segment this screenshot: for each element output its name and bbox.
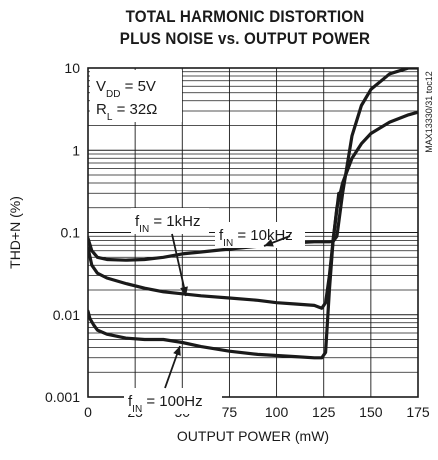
series-labels: fIN = 10kHz fIN = 1kHz fIN = 100Hz xyxy=(124,208,305,415)
leader-arrowhead xyxy=(173,346,181,356)
y-tick-label: 10 xyxy=(64,60,80,76)
x-tick-label: 175 xyxy=(406,404,430,420)
leader-arrowhead xyxy=(264,239,274,247)
x-tick-label: 125 xyxy=(312,404,336,420)
series-label-bg xyxy=(124,388,222,414)
series-line-2 xyxy=(88,191,341,360)
x-tick-label: 150 xyxy=(359,404,383,420)
x-axis-label: OUTPUT POWER (mW) xyxy=(177,428,329,444)
chart-title-line-2: PLUS NOISE vs. OUTPUT POWER xyxy=(119,30,371,48)
series-label-0: fIN = 10kHz xyxy=(215,222,305,249)
y-axis-ticks: 0.001 0.01 0.1 1 10 xyxy=(45,60,80,405)
y-tick-label: 1 xyxy=(72,142,80,158)
y-axis-label: THD+N (%) xyxy=(7,196,23,269)
series-label-text: fIN = 100Hz xyxy=(128,393,203,415)
x-tick-label: 75 xyxy=(222,404,238,420)
conditions-box-bg xyxy=(90,70,182,122)
series-label-bg xyxy=(215,222,305,248)
condition-rl: RL = 32Ω xyxy=(96,101,157,123)
part-number-label: MAX13330/31 toc12 xyxy=(424,71,434,153)
y-tick-label: 0.01 xyxy=(53,307,80,323)
label-leader-1 xyxy=(171,233,187,297)
series-line-1 xyxy=(88,110,418,310)
condition-vdd: VDD = 5V xyxy=(96,78,156,100)
y-tick-label: 0.001 xyxy=(45,389,80,405)
series-label-2: fIN = 100Hz xyxy=(124,388,222,415)
y-tick-label: 0.1 xyxy=(61,225,81,241)
leader-arrowhead xyxy=(180,286,188,296)
series-label-text: fIN = 1kHz xyxy=(135,213,200,235)
series-label-bg xyxy=(131,208,209,234)
chart-title-line-1: TOTAL HARMONIC DISTORTION xyxy=(125,8,365,26)
series-label-1: fIN = 1kHz xyxy=(131,208,209,235)
plot-frame xyxy=(87,67,419,398)
x-tick-label: 100 xyxy=(265,404,289,420)
x-tick-label: 0 xyxy=(84,404,92,420)
